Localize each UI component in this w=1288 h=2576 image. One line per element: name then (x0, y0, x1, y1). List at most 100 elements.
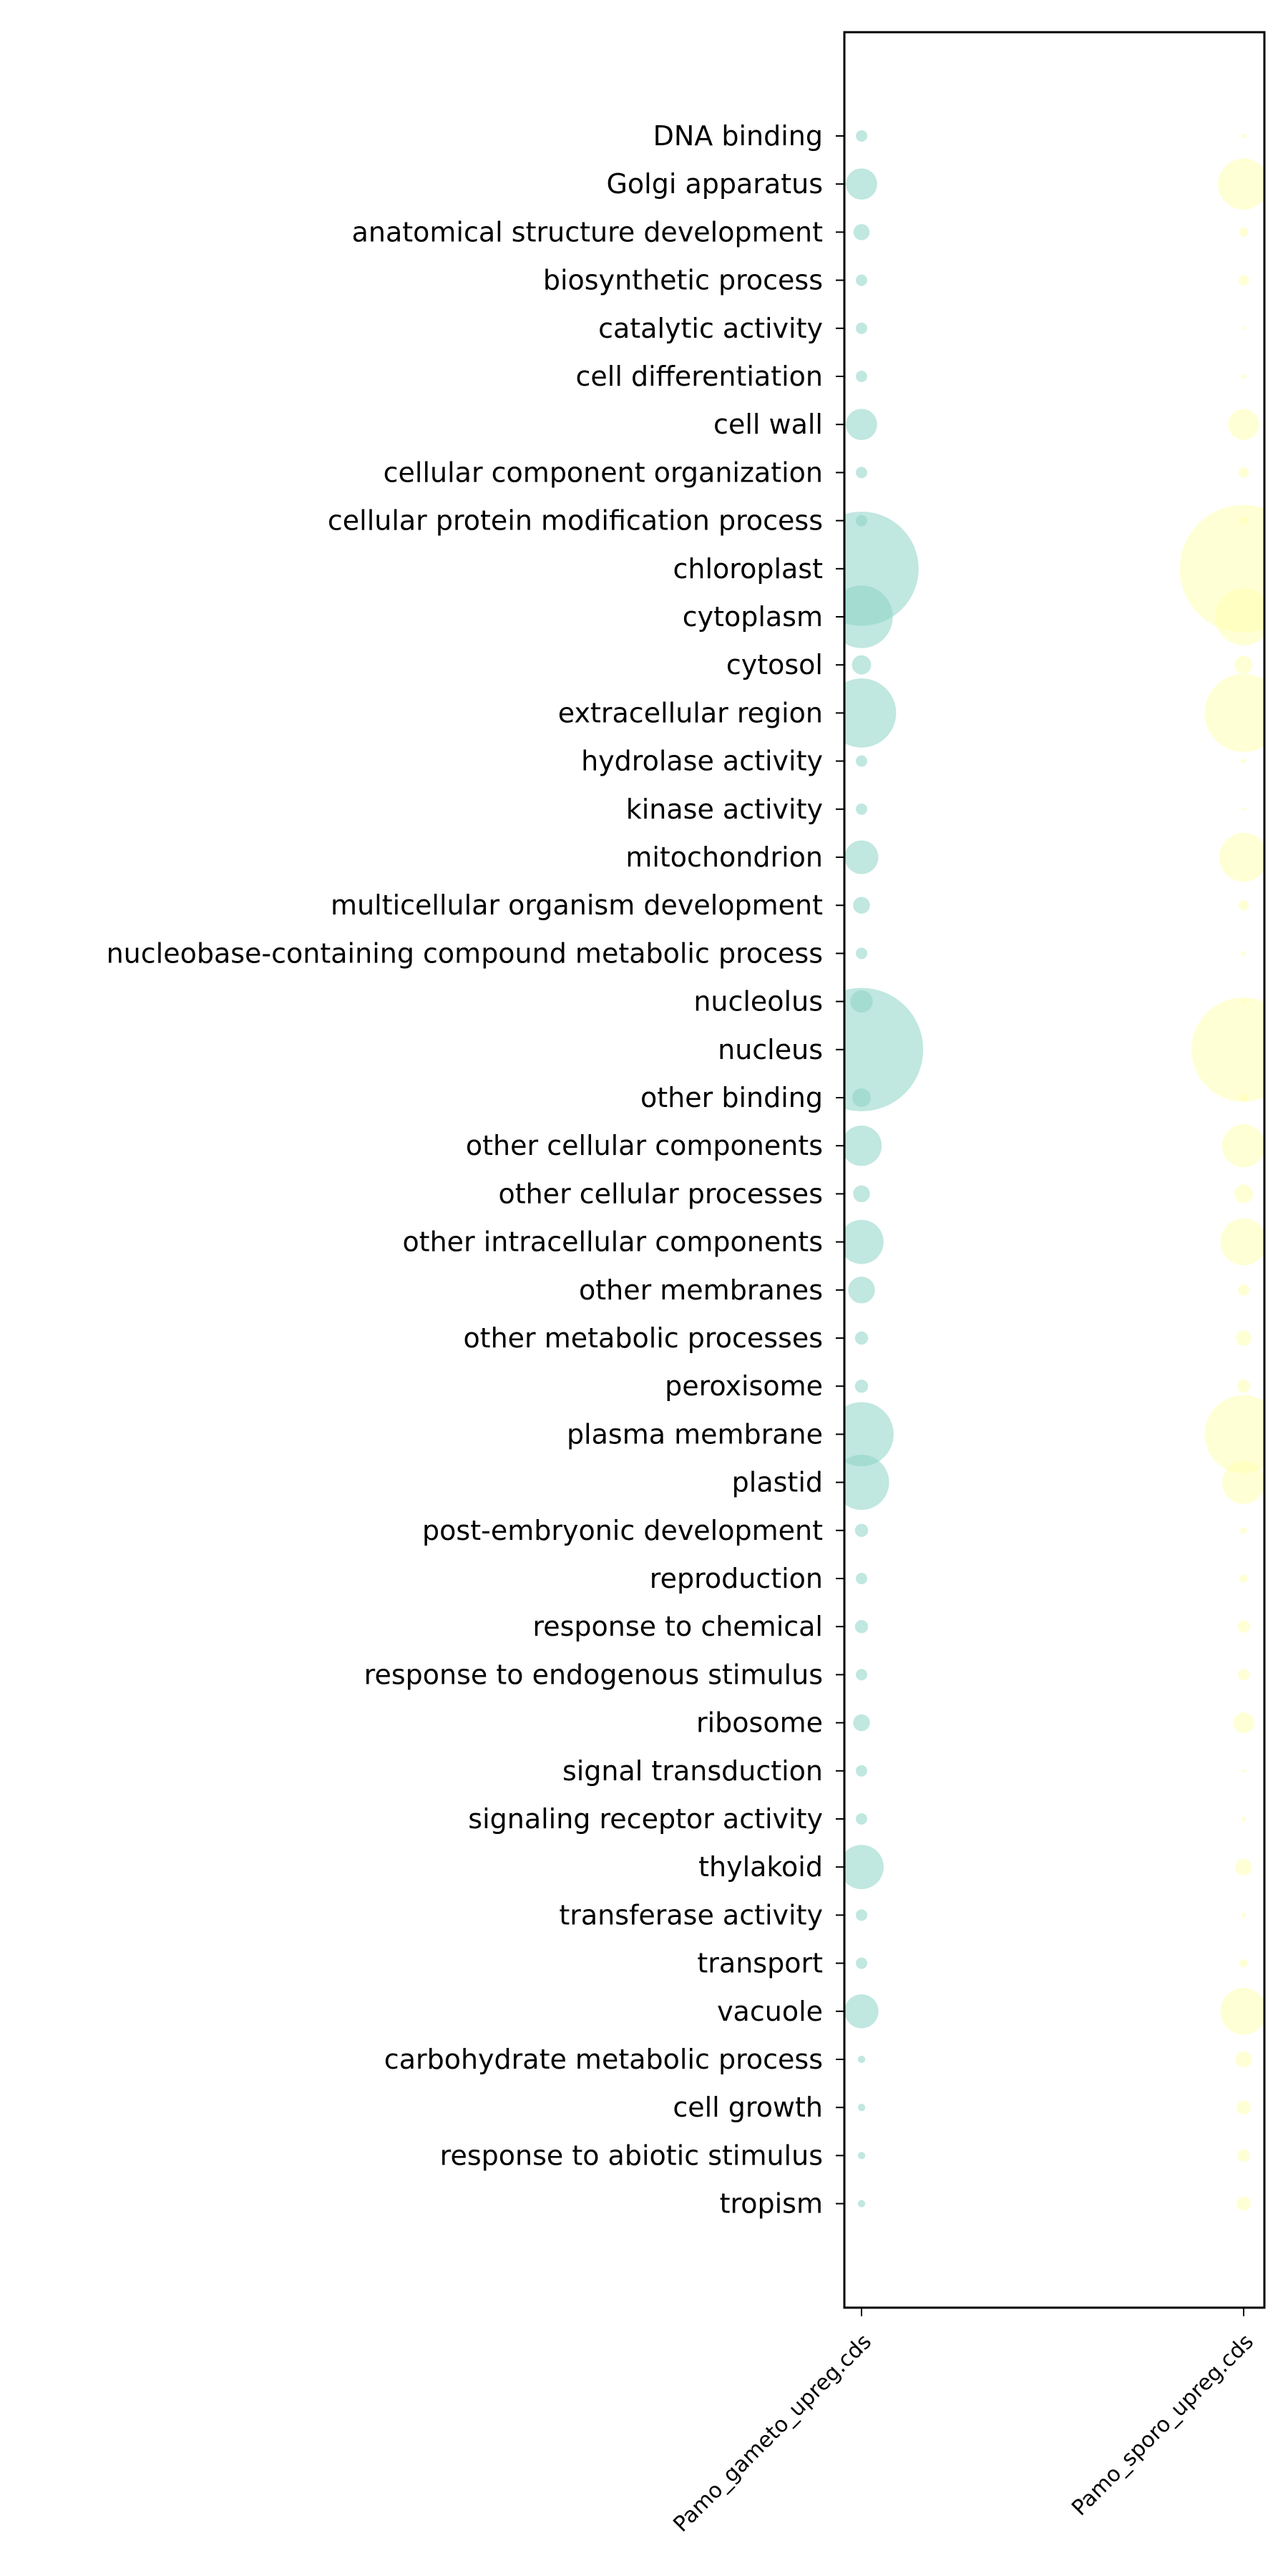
bubble-pamo-gameto-upreg-cds-biosynthetic-process (856, 274, 867, 286)
bubble-pamo-gameto-upreg-cds-mitochondrion (845, 840, 879, 874)
bubble-pamo-sporo-upreg-cds-nucleobase-containing-compound-metabolic-process (1241, 951, 1246, 956)
bubble-pamo-gameto-upreg-cds-cellular-component-organization (856, 467, 867, 479)
bubble-pamo-sporo-upreg-cds-catalytic-activity (1241, 326, 1246, 331)
bubble-pamo-gameto-upreg-cds-multicellular-organism-development (853, 897, 870, 914)
y-tick-label-other-membranes: other membranes (579, 1274, 823, 1306)
bubble-pamo-sporo-upreg-cds-cell-growth (1236, 2100, 1251, 2114)
bubble-pamo-gameto-upreg-cds-kinase-activity (856, 803, 867, 815)
y-tick-label-cytoplasm: cytoplasm (683, 601, 823, 633)
y-tick-label-chloroplast: chloroplast (673, 553, 823, 585)
x-tick-label-pamo-gameto-upreg-cds: Pamo_gameto_upreg.cds (668, 2329, 877, 2537)
bubble-pamo-gameto-upreg-cds-other-binding (852, 1088, 872, 1108)
bubble-pamo-gameto-upreg-cds-carbohydrate-metabolic-process (857, 2055, 866, 2064)
y-tick-label-response-to-abiotic-stimulus: response to abiotic stimulus (440, 2140, 823, 2171)
bubble-pamo-gameto-upreg-cds-reproduction (856, 1573, 867, 1584)
bubble-pamo-gameto-upreg-cds-nucleobase-containing-compound-metabolic-process (856, 947, 867, 960)
plot-frame (843, 31, 1266, 2309)
bubble-pamo-gameto-upreg-cds-vacuole (845, 1994, 879, 2029)
bubble-pamo-gameto-upreg-cds-other-membranes (848, 1277, 875, 1304)
y-axis: DNA binding Golgi apparatus anatomical str… (107, 120, 844, 2220)
y-tick-label-catalytic-activity: catalytic activity (598, 313, 823, 344)
y-tick-label-cellular-component-organization: cellular component organization (384, 457, 823, 488)
bubble-pamo-sporo-upreg-cds-response-to-abiotic-stimulus (1237, 2149, 1250, 2162)
y-tick-label-other-cellular-processes: other cellular processes (498, 1178, 823, 1209)
bubble-pamo-gameto-upreg-cds-thylakoid (845, 1845, 884, 1890)
y-tick-label-cell-differentiation: cell differentiation (576, 361, 824, 392)
bubble-pamo-gameto-upreg-cds-cytoplasm (845, 585, 893, 648)
bubble-pamo-sporo-upreg-cds-hydrolase-activity (1241, 758, 1246, 763)
y-tick-label-transferase-activity: transferase activity (559, 1899, 823, 1931)
bubble-pamo-sporo-upreg-cds-mitochondrion (1219, 832, 1264, 882)
bubble-pamo-sporo-upreg-cds-plastid (1221, 1460, 1264, 1504)
bubble-pamo-sporo-upreg-cds-other-binding (1239, 1093, 1248, 1102)
bubble-pamo-gameto-upreg-cds-response-to-endogenous-stimulus (856, 1669, 867, 1681)
y-tick-label-vacuole: vacuole (717, 1996, 823, 2027)
bubble-pamo-sporo-upreg-cds-anatomical-structure-development (1239, 227, 1249, 237)
y-tick-label-cell-wall: cell wall (713, 409, 823, 440)
bubble-pamo-gameto-upreg-cds-nucleus (845, 987, 924, 1111)
y-tick-label-cellular-protein-modification-process: cellular protein modification process (328, 505, 823, 537)
bubble-pamo-gameto-upreg-cds-dna-binding (856, 130, 867, 142)
y-tick-label-anatomical-structure-development: anatomical structure development (352, 216, 823, 248)
bubble-pamo-gameto-upreg-cds-peroxisome (854, 1379, 869, 1393)
x-tick-label-pamo-sporo-upreg-cds: Pamo_sporo_upreg.cds (1067, 2329, 1259, 2521)
y-tick-label-biosynthetic-process: biosynthetic process (543, 265, 823, 296)
y-tick-label-tropism: tropism (720, 2188, 823, 2220)
bubble-pamo-sporo-upreg-cds-tropism (1236, 2196, 1251, 2211)
bubble-pamo-gameto-upreg-cds-other-metabolic-processes (854, 1331, 869, 1345)
y-tick-label-nucleobase-containing-compound-metabolic-process: nucleobase-containing compound metabolic… (107, 937, 823, 969)
y-tick-label-mitochondrion: mitochondrion (625, 841, 823, 873)
y-tick-label-kinase-activity: kinase activity (626, 794, 823, 825)
bubble-pamo-gameto-upreg-cds-catalytic-activity (856, 322, 867, 334)
bubble-pamo-sporo-upreg-cds-response-to-endogenous-stimulus (1238, 1669, 1249, 1681)
bubble-pamo-gameto-upreg-cds-cell-growth (857, 2104, 866, 2112)
bubble-pamo-sporo-upreg-cds-other-metabolic-processes (1236, 1330, 1252, 1346)
y-tick-label-plastid: plastid (732, 1467, 823, 1498)
y-tick-label-signal-transduction: signal transduction (562, 1755, 823, 1787)
y-tick-label-plasma-membrane: plasma membrane (567, 1418, 823, 1450)
bubble-pamo-sporo-upreg-cds-other-intracellular-components (1220, 1219, 1264, 1266)
bubble-pamo-sporo-upreg-cds-carbohydrate-metabolic-process (1235, 2051, 1252, 2068)
bubble-pamo-gameto-upreg-cds-transport (856, 1957, 867, 1969)
y-tick-label-multicellular-organism-development: multicellular organism development (331, 889, 823, 921)
y-tick-label-transport: transport (697, 1948, 823, 1979)
y-tick-label-post-embryonic-development: post-embryonic development (422, 1515, 823, 1546)
bubble-pamo-gameto-upreg-cds-transferase-activity (856, 1909, 867, 1921)
bubble-pamo-gameto-upreg-cds-hydrolase-activity (856, 755, 867, 767)
bubble-pamo-gameto-upreg-cds-tropism (857, 2200, 866, 2207)
x-axis: Pamo_gameto_upreg.cds Pamo_sporo_upreg.cd… (668, 2308, 1259, 2537)
bubble-pamo-gameto-upreg-cds-cell-wall (846, 409, 877, 441)
bubble-pamo-sporo-upreg-cds-multicellular-organism-development (1238, 899, 1249, 911)
y-tick-label-cell-growth: cell growth (673, 2092, 823, 2123)
bubble-layer (845, 130, 1264, 2211)
y-tick-label-ribosome: ribosome (696, 1707, 823, 1739)
bubble-pamo-gameto-upreg-cds-other-cellular-components (845, 1125, 882, 1166)
y-tick-label-peroxisome: peroxisome (665, 1370, 823, 1402)
y-tick-label-other-metabolic-processes: other metabolic processes (463, 1322, 823, 1354)
bubble-pamo-sporo-upreg-cds-ribosome (1233, 1712, 1254, 1734)
bubble-pamo-sporo-upreg-cds-thylakoid (1235, 1858, 1252, 1875)
bubble-pamo-sporo-upreg-cds-other-cellular-processes (1234, 1184, 1254, 1204)
bubble-pamo-sporo-upreg-cds-nucleus (1191, 997, 1264, 1102)
bubble-pamo-gameto-upreg-cds-post-embryonic-development (854, 1523, 869, 1538)
bubble-pamo-gameto-upreg-cds-anatomical-structure-development (853, 224, 870, 240)
bubble-pamo-gameto-upreg-cds-signaling-receptor-activity (856, 1813, 867, 1825)
bubble-pamo-sporo-upreg-cds-post-embryonic-development (1240, 1527, 1247, 1534)
bubble-pamo-gameto-upreg-cds-cytosol (852, 655, 872, 675)
y-tick-label-cytosol: cytosol (726, 649, 823, 680)
y-tick-label-signaling-receptor-activity: signaling receptor activity (468, 1803, 823, 1835)
y-tick-label-thylakoid: thylakoid (698, 1851, 823, 1883)
bubble-pamo-sporo-upreg-cds-cell-wall (1228, 409, 1259, 440)
y-tick-label-golgi-apparatus: Golgi apparatus (606, 168, 823, 200)
y-tick-label-reproduction: reproduction (650, 1563, 823, 1594)
bubble-pamo-sporo-upreg-cds-transferase-activity (1241, 1913, 1246, 1918)
y-tick-label-other-intracellular-components: other intracellular components (402, 1226, 823, 1258)
bubble-pamo-gameto-upreg-cds-other-cellular-processes (853, 1185, 870, 1203)
bubble-pamo-sporo-upreg-cds-reproduction (1239, 1574, 1248, 1583)
y-tick-label-hydrolase-activity: hydrolase activity (581, 746, 823, 777)
bubble-pamo-sporo-upreg-cds-kinase-activity (1241, 807, 1246, 811)
bubble-pamo-gameto-upreg-cds-cell-differentiation (856, 371, 867, 382)
bubble-pamo-gameto-upreg-cds-plasma-membrane (845, 1402, 894, 1467)
y-tick-label-nucleus: nucleus (718, 1034, 823, 1065)
